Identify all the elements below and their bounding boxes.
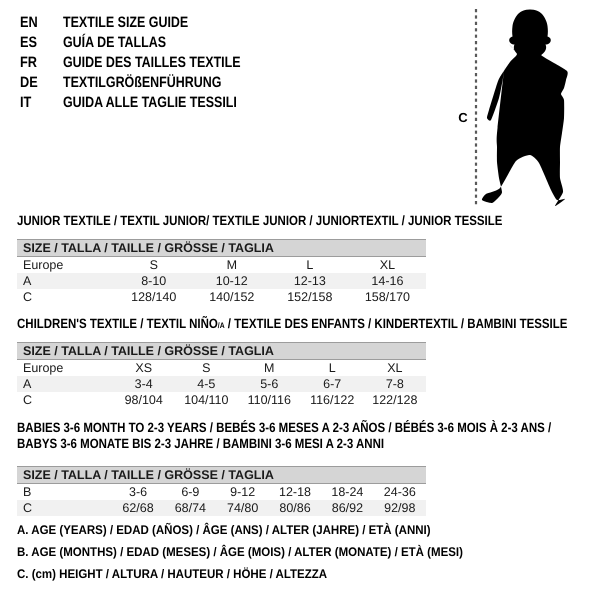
svg-text:C: C bbox=[458, 110, 468, 125]
